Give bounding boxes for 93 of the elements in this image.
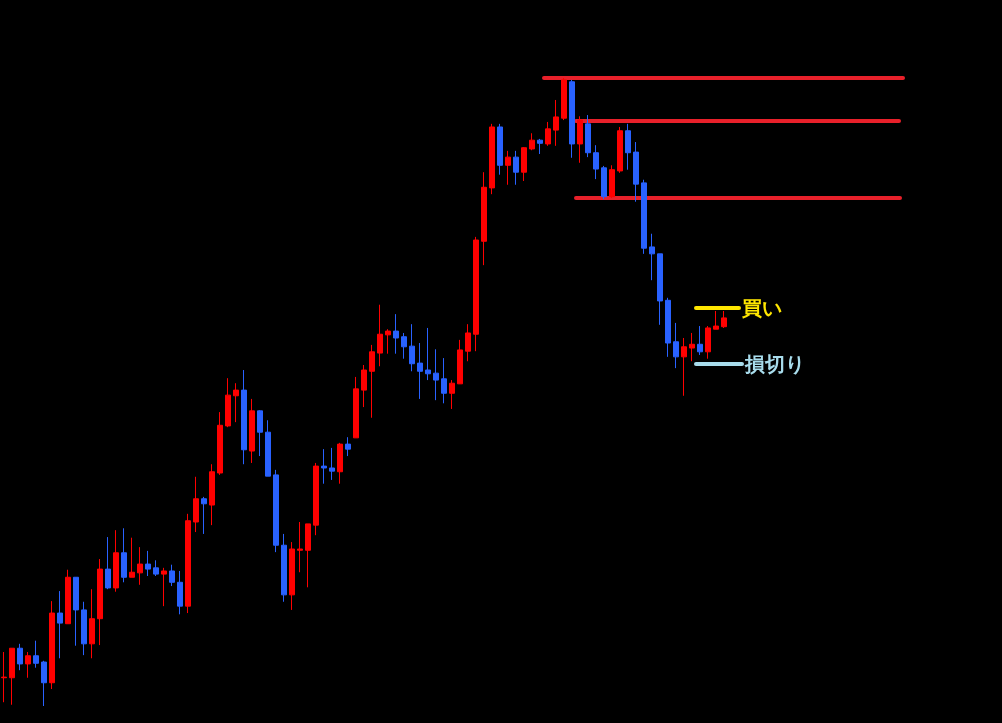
candlestick	[713, 310, 719, 330]
candlestick	[481, 171, 487, 266]
candlestick	[257, 409, 263, 457]
candlestick	[129, 537, 135, 578]
candlestick	[41, 660, 47, 707]
candlestick	[305, 523, 311, 588]
candlestick	[369, 344, 375, 419]
candlestick	[529, 132, 535, 151]
candlestick	[321, 448, 327, 485]
candlestick	[497, 123, 503, 176]
candlestick	[201, 496, 207, 535]
candlestick	[617, 126, 623, 174]
candlestick	[361, 364, 367, 408]
candlestick	[521, 146, 527, 182]
candlestick	[441, 357, 447, 404]
candlestick	[313, 462, 319, 536]
candlestick	[81, 601, 87, 656]
candlestick	[297, 521, 303, 573]
ref-line-label: 損切り	[744, 351, 805, 376]
candlestick	[473, 236, 479, 352]
candlestick	[25, 651, 31, 679]
candlestick	[73, 576, 79, 647]
candlestick	[561, 77, 567, 121]
candlestick	[113, 529, 119, 593]
candlestick	[177, 570, 183, 615]
candlestick	[401, 332, 407, 360]
candlestick	[425, 327, 431, 381]
candlestick	[393, 313, 399, 355]
candlestick	[657, 253, 663, 326]
candlestick	[193, 476, 199, 533]
candlestick	[169, 564, 175, 587]
candlestick	[417, 342, 423, 400]
candlestick	[513, 150, 519, 186]
candlestick	[1, 651, 7, 703]
candlestick	[409, 323, 415, 372]
candlestick	[505, 150, 511, 186]
candlestick	[265, 419, 271, 477]
candlestick	[601, 165, 607, 200]
candlestick	[249, 398, 255, 464]
candlestick	[673, 322, 679, 369]
candlestick	[385, 328, 391, 355]
candlestick	[353, 376, 359, 439]
candlestick	[377, 304, 383, 367]
candlestick	[609, 164, 615, 199]
candlestick	[705, 325, 711, 360]
candlestick	[593, 144, 599, 180]
candlestick	[273, 469, 279, 553]
ref-line-label: 買い	[741, 295, 782, 320]
candlestick	[449, 379, 455, 410]
candlestick	[545, 121, 551, 147]
candlestick	[137, 546, 143, 586]
candlestick	[161, 567, 167, 607]
candlestick	[225, 377, 231, 428]
candlestick	[553, 99, 559, 147]
candlestick	[9, 647, 15, 706]
candlestick	[57, 590, 63, 659]
candlestick	[121, 527, 127, 583]
candlestick	[153, 559, 159, 577]
candlestick	[465, 323, 471, 362]
candlestick	[337, 442, 343, 485]
candlestick	[89, 588, 95, 659]
candlestick	[241, 369, 247, 465]
candlestick	[569, 79, 575, 159]
candlestick	[641, 179, 647, 255]
candlestick	[457, 339, 463, 385]
candlestick	[625, 123, 631, 171]
candlestick	[665, 297, 671, 358]
candlestick	[145, 550, 151, 577]
candlestick	[49, 600, 55, 690]
candlestick	[97, 558, 103, 646]
candlestick	[633, 141, 639, 203]
candlestick	[681, 337, 687, 397]
candlestick	[185, 513, 191, 614]
candlestick	[209, 463, 215, 526]
candlestick	[649, 233, 655, 281]
candlestick	[721, 310, 727, 329]
candlestick	[217, 411, 223, 476]
candlestick	[689, 332, 695, 362]
candlestick	[329, 447, 335, 481]
candlestick	[289, 541, 295, 611]
candlestick	[577, 115, 583, 164]
candlestick	[489, 123, 495, 195]
candlestick	[585, 114, 591, 158]
candlestick	[33, 640, 39, 669]
candlestick	[233, 382, 239, 423]
candlestick	[17, 643, 23, 671]
candlestick	[281, 533, 287, 603]
candlestick	[697, 325, 703, 356]
candlestick	[433, 348, 439, 401]
candlestick	[65, 569, 71, 625]
candlestick	[345, 436, 351, 457]
candlestick	[537, 138, 543, 155]
candlestick	[105, 536, 111, 590]
